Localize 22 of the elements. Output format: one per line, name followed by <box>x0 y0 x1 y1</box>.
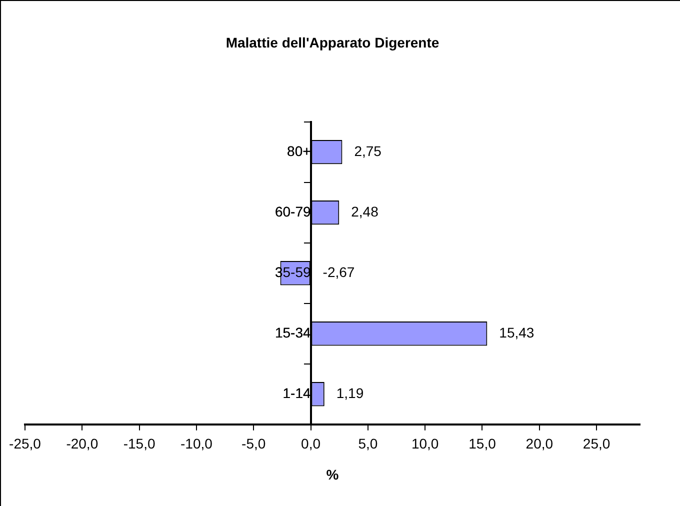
y-tick-label: 60-79 <box>274 203 311 220</box>
x-tick-label: 0,0 <box>301 436 321 452</box>
y-tick-label: 1-14 <box>282 385 311 401</box>
x-tick-label: -25,0 <box>9 436 42 452</box>
x-tick-label: 20,0 <box>526 436 554 452</box>
x-tick-label: 5,0 <box>358 436 378 452</box>
data-label: 1,19 <box>336 385 364 401</box>
data-label: 15,43 <box>499 324 534 340</box>
chart-title: Malattie dell'Apparato Digerente <box>226 34 440 50</box>
x-tick-label: 25,0 <box>582 436 610 452</box>
y-tick-label: 15-34 <box>274 324 311 340</box>
x-tick-label: -5,0 <box>242 436 266 452</box>
x-axis-title: % <box>326 466 340 482</box>
data-label: 2,75 <box>354 142 382 159</box>
x-tick-label: 10,0 <box>411 436 439 452</box>
data-label: 2,48 <box>351 203 379 220</box>
data-label: -2,67 <box>322 264 355 280</box>
y-tick-label: 80+ <box>287 142 311 159</box>
x-tick-label: -15,0 <box>123 436 156 452</box>
x-tick-label: -20,0 <box>66 436 98 452</box>
x-tick-label: 15,0 <box>468 436 496 452</box>
x-tick-label: -10,0 <box>180 436 213 452</box>
